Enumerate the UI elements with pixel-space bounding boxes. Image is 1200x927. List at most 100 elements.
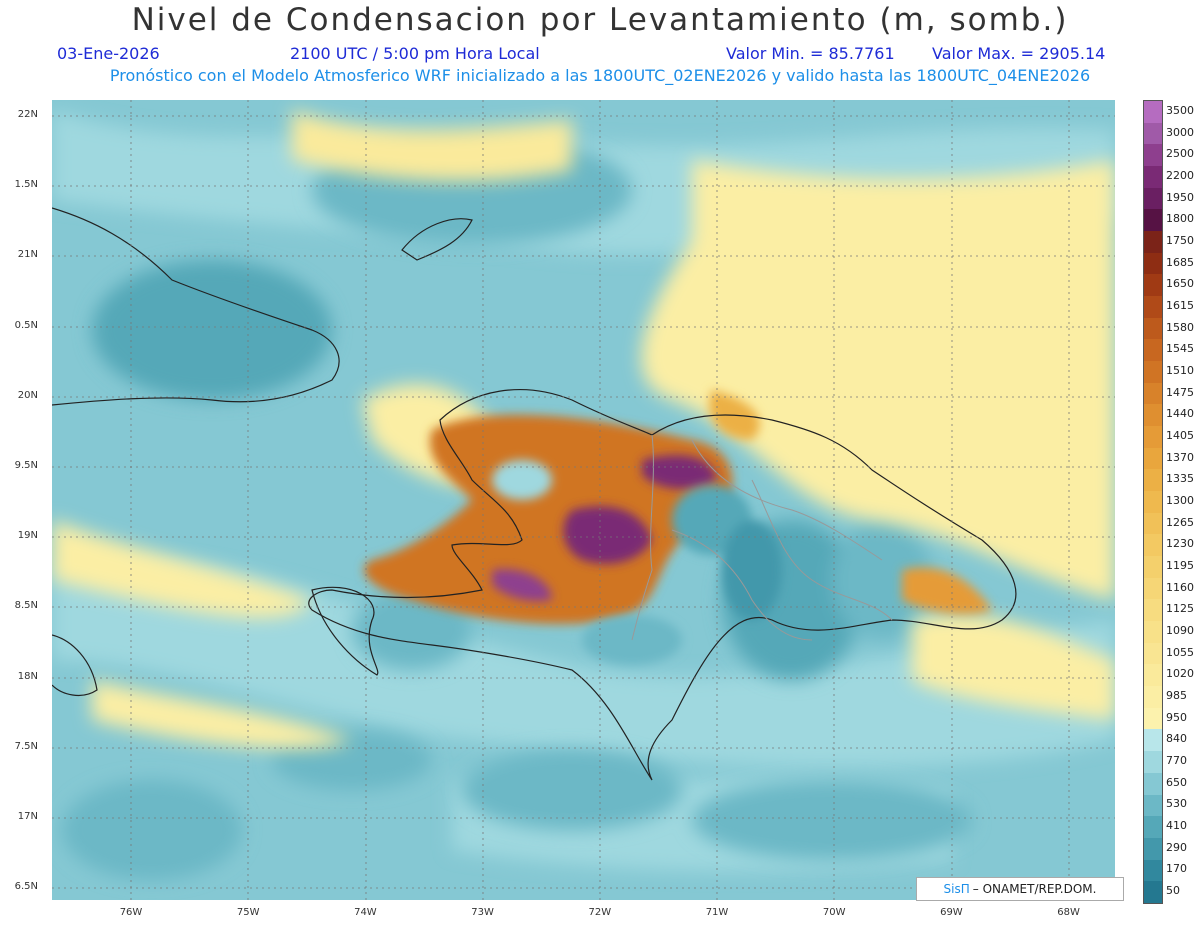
colorbar-segment bbox=[1144, 491, 1162, 513]
colorbar-segment bbox=[1144, 881, 1162, 903]
lon-tick-label: 73W bbox=[471, 907, 494, 918]
colorbar-segment bbox=[1144, 837, 1162, 860]
colorbar-segment bbox=[1144, 729, 1162, 752]
map-title: Nivel de Condensacion por Levantamiento … bbox=[131, 2, 1069, 38]
colorbar-segment bbox=[1144, 187, 1162, 210]
lat-tick-label: 17N bbox=[17, 811, 38, 822]
colorbar bbox=[1143, 100, 1163, 904]
colorbar-segment bbox=[1144, 382, 1162, 405]
lat-tick-label: 6.5N bbox=[14, 881, 38, 893]
field-purple bbox=[492, 455, 717, 602]
colorbar-level-label: 2200 bbox=[1166, 168, 1194, 182]
colorbar-level-label: 770 bbox=[1166, 754, 1187, 768]
colorbar-segment bbox=[1144, 339, 1162, 362]
lat-tick-label: 20N bbox=[17, 389, 38, 401]
colorbar-level-label: 1685 bbox=[1166, 255, 1194, 269]
lon-tick-label: 74W bbox=[354, 907, 377, 918]
colorbar-level-label: 1750 bbox=[1166, 233, 1194, 247]
colorbar-level-label: 1090 bbox=[1166, 624, 1194, 638]
lat-tick-label: 9.5N bbox=[14, 460, 38, 471]
field-light-mottle bbox=[492, 460, 782, 665]
colorbar-level-label: 1950 bbox=[1166, 190, 1194, 204]
credit-box: SisΠ – ONAMET/REP.DOM. bbox=[916, 877, 1124, 901]
colorbar-segment bbox=[1144, 794, 1162, 817]
colorbar-level-label: 985 bbox=[1166, 689, 1187, 703]
colorbar-level-label: 1300 bbox=[1166, 494, 1194, 507]
colorbar-level-label: 290 bbox=[1166, 840, 1187, 854]
colorbar-segment bbox=[1144, 122, 1162, 145]
colorbar-level-label: 1615 bbox=[1166, 298, 1194, 312]
coastlines bbox=[52, 207, 1017, 781]
colorbar-segment bbox=[1144, 231, 1162, 253]
colorbar-level-label: 1335 bbox=[1166, 472, 1194, 486]
lat-tick-label: 22N bbox=[17, 109, 38, 120]
lon-tick-label: 72W bbox=[588, 907, 612, 918]
colorbar-level-label: 3500 bbox=[1166, 103, 1194, 117]
graticule bbox=[52, 100, 1115, 900]
colorbar-level-label: 1580 bbox=[1166, 320, 1194, 334]
lon-tick-label: 69W bbox=[940, 907, 963, 918]
colorbar-level-label: 170 bbox=[1166, 862, 1187, 876]
forecast-date: 03-Ene-2026 bbox=[57, 44, 160, 63]
colorbar-segment bbox=[1144, 426, 1162, 448]
colorbar-segment bbox=[1144, 252, 1162, 275]
lcl-map[interactable] bbox=[52, 100, 1115, 900]
colorbar-level-label: 1370 bbox=[1166, 450, 1194, 464]
colorbar-segment bbox=[1144, 577, 1162, 600]
colorbar-level-label: 1125 bbox=[1166, 602, 1194, 616]
lon-tick-label: 76W bbox=[119, 907, 143, 918]
colorbar-level-label: 1510 bbox=[1166, 363, 1194, 377]
colorbar-segment bbox=[1144, 469, 1162, 492]
lat-tick-label: 0.5N bbox=[14, 319, 38, 331]
colorbar-segment bbox=[1144, 296, 1162, 318]
colorbar-level-label: 1055 bbox=[1166, 645, 1194, 659]
colorbar-segment bbox=[1144, 447, 1162, 470]
colorbar-level-label: 1800 bbox=[1166, 212, 1194, 226]
colorbar-segment bbox=[1144, 599, 1162, 622]
colorbar-level-label: 50 bbox=[1166, 884, 1180, 898]
colorbar-level-label: 530 bbox=[1166, 797, 1187, 811]
colorbar-segment bbox=[1144, 404, 1162, 427]
credit-org: – ONAMET/REP.DOM. bbox=[972, 882, 1097, 896]
model-info: Pronóstico con el Modelo Atmosferico WRF… bbox=[109, 66, 1091, 85]
forecast-time: 2100 UTC / 5:00 pm Hora Local bbox=[290, 44, 540, 63]
lat-tick-label: 21N bbox=[17, 249, 38, 261]
colorbar-level-label: 1265 bbox=[1166, 515, 1194, 529]
colorbar-segment bbox=[1144, 707, 1162, 730]
colorbar-segment bbox=[1144, 642, 1162, 665]
colorbar-segment bbox=[1144, 534, 1162, 557]
colorbar-segment bbox=[1144, 664, 1162, 687]
max-value: Valor Max. = 2905.14 bbox=[932, 44, 1106, 63]
lon-tick-label: 75W bbox=[236, 907, 260, 918]
colorbar-level-label: 650 bbox=[1166, 775, 1187, 789]
colorbar-segment bbox=[1144, 144, 1162, 167]
colorbar-segment bbox=[1144, 166, 1162, 188]
colorbar-level-label: 1405 bbox=[1166, 428, 1194, 442]
lon-tick-label: 68W bbox=[1057, 907, 1080, 918]
colorbar-segment bbox=[1144, 556, 1162, 578]
map-canvas bbox=[52, 100, 1115, 900]
colorbar-level-label: 3000 bbox=[1166, 125, 1194, 139]
lat-tick-label: 19N bbox=[17, 530, 38, 542]
colorbar-segment bbox=[1144, 512, 1162, 535]
colorbar-level-label: 1440 bbox=[1166, 407, 1194, 421]
colorbar-level-label: 840 bbox=[1166, 732, 1187, 746]
colorbar-segment bbox=[1144, 686, 1162, 708]
colorbar-level-label: 2500 bbox=[1166, 147, 1194, 161]
province-borders bbox=[631, 434, 893, 641]
lat-tick-label: 7.5N bbox=[14, 740, 38, 752]
colorbar-segment bbox=[1144, 859, 1162, 882]
colorbar-segment bbox=[1144, 772, 1162, 795]
colorbar-level-label: 1475 bbox=[1166, 385, 1194, 399]
colorbar-level-label: 1230 bbox=[1166, 537, 1194, 551]
lon-tick-label: 71W bbox=[705, 907, 729, 918]
colorbar-level-label: 1195 bbox=[1166, 559, 1194, 573]
brand-logo: SisΠ bbox=[943, 882, 970, 896]
colorbar-segment bbox=[1144, 317, 1162, 340]
colorbar-segment bbox=[1144, 209, 1162, 232]
lat-tick-label: 1.5N bbox=[14, 179, 38, 191]
colorbar-level-label: 1650 bbox=[1166, 277, 1194, 291]
colorbar-segment bbox=[1144, 274, 1162, 297]
lat-tick-label: 18N bbox=[17, 670, 38, 682]
colorbar-level-label: 1545 bbox=[1166, 342, 1194, 356]
